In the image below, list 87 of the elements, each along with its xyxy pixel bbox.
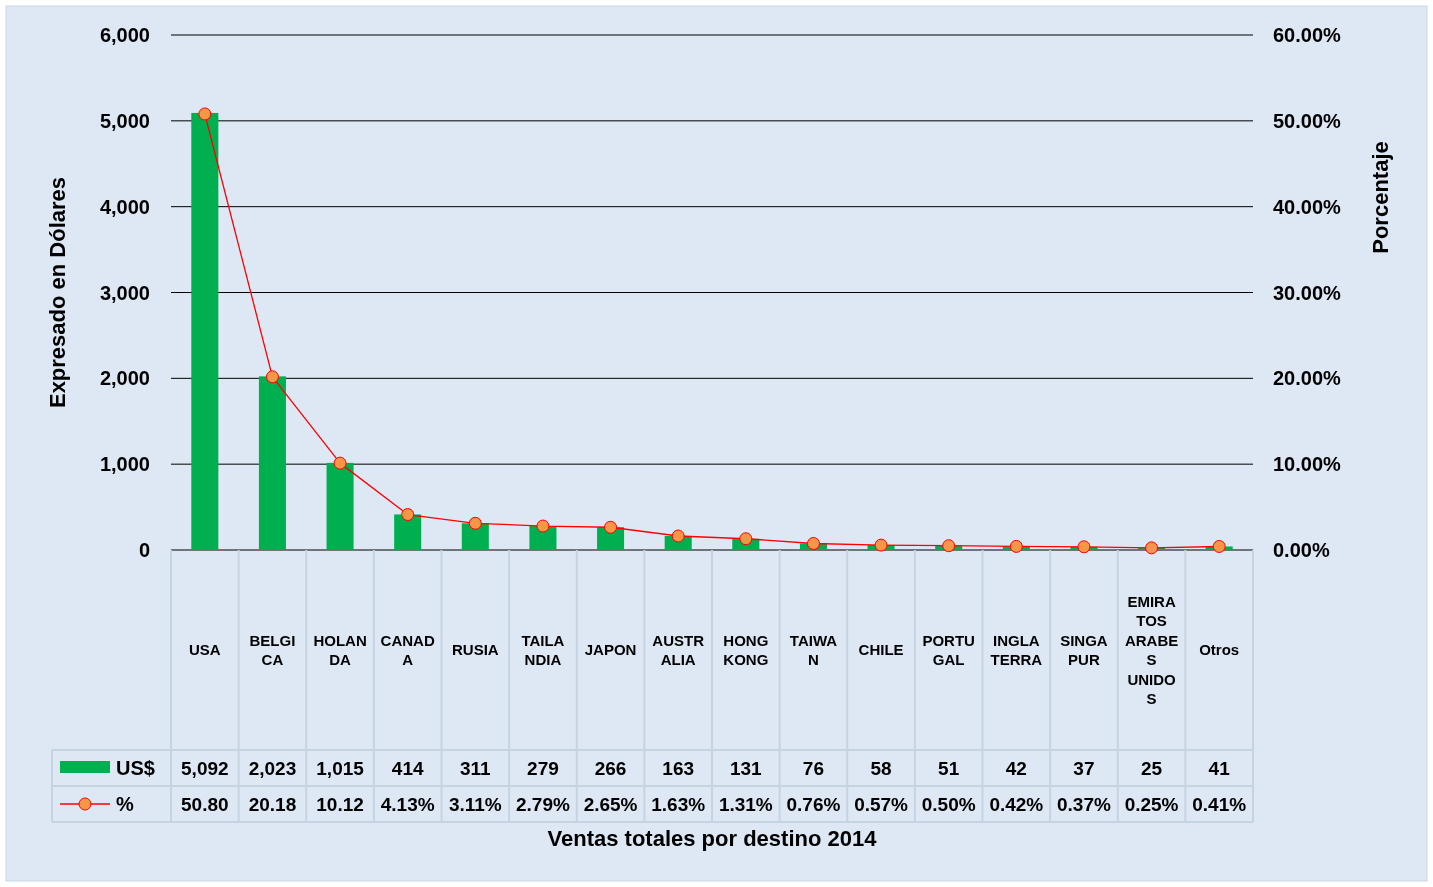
data-label: 0.76% [786, 793, 841, 815]
data-label: 311 [459, 757, 492, 779]
data-label: 2,023 [248, 757, 297, 779]
point [604, 520, 618, 534]
y-tick-label: 6,000 [99, 24, 150, 46]
data-label: 279 [527, 757, 559, 779]
point [468, 516, 482, 530]
y2-tick-label: 0.00% [1273, 539, 1330, 561]
data-label: 0.25% [1124, 793, 1179, 815]
y2-tick-label: 60.00% [1273, 24, 1342, 46]
y-tick-label: 5,000 [99, 109, 150, 132]
x-tick-label: CHILE [858, 641, 904, 659]
point [874, 538, 888, 552]
point [739, 532, 753, 546]
data-label: 1,015 [316, 757, 365, 779]
x-tick-label: PORTUGAL [922, 631, 975, 668]
legend-label: US$ [116, 757, 155, 779]
bar [191, 112, 219, 550]
y2-axis-title: Porcentaje [1368, 141, 1393, 254]
point [942, 539, 956, 553]
point [1212, 539, 1226, 553]
data-label: 25 [1140, 757, 1163, 779]
data-label: 51 [938, 757, 960, 779]
data-label: 41 [1208, 757, 1231, 779]
legend-label: % [116, 793, 134, 815]
y-axis-title: Expresado en Dólares [45, 176, 70, 409]
x-tick-label: TAILANDIA [521, 631, 565, 668]
data-label: 0.42% [989, 793, 1044, 815]
x-tick-label: INGLATERRA [990, 631, 1043, 668]
x-tick-label: SINGAPUR [1060, 631, 1108, 668]
data-label: 0.37% [1057, 793, 1111, 815]
x-tick-label: Otros [1199, 641, 1240, 659]
x-tick-label: USA [188, 641, 221, 659]
data-label: 0.41% [1192, 793, 1247, 815]
y-tick-label: 2,000 [99, 367, 150, 390]
point [265, 370, 279, 384]
data-label: 5,092 [181, 757, 229, 779]
point [333, 456, 347, 470]
text: Ventas totales por destino 2014 [547, 826, 878, 851]
data-label: 58 [870, 757, 892, 779]
y2-tick-label: 40.00% [1273, 195, 1342, 218]
y2-tick-label: 30.00% [1273, 281, 1342, 304]
point [671, 529, 685, 543]
data-label: 4.13% [380, 793, 435, 815]
point [401, 508, 415, 522]
x-tick-label: EMIRATOS ARABES UNIDOS [1124, 592, 1179, 707]
x-tick-label: JAPON [584, 641, 637, 659]
data-label: 2.79% [516, 793, 570, 815]
y2-tick-label: 50.00% [1273, 109, 1342, 132]
x-tick-label: RUSIA [451, 641, 499, 659]
data-label: 163 [662, 757, 695, 779]
data-label: 2.65% [583, 793, 638, 815]
data-label: 0.50% [921, 793, 976, 815]
point [1009, 539, 1023, 553]
y2-tick-label: 10.00% [1273, 453, 1342, 476]
data-label: 42 [1005, 757, 1027, 779]
data-label: 266 [594, 757, 627, 779]
y-tick-label: 3,000 [99, 281, 150, 304]
y2-tick-label: 20.00% [1273, 367, 1342, 390]
point [806, 536, 820, 550]
data-label: 76 [802, 757, 825, 779]
x-tick-label: AUSTRALIA [652, 631, 705, 668]
point [198, 107, 212, 121]
data-label: 1.31% [718, 793, 773, 815]
bar [326, 462, 354, 550]
data-label: 1.63% [651, 793, 706, 815]
bar [394, 514, 422, 550]
data-label: 414 [391, 757, 424, 779]
data-label: 0.57% [854, 793, 909, 815]
y-tick-label: 1,000 [99, 453, 150, 476]
data-label: 10.12 [316, 793, 364, 815]
data-label: 131 [729, 757, 763, 779]
x-tick-label: HOLANDA [313, 631, 367, 668]
x-tick-label: BELGICA [249, 631, 296, 668]
point [536, 519, 550, 533]
point [1077, 540, 1091, 554]
data-label: 3.11% [448, 793, 502, 815]
data-label: 20.18 [248, 793, 297, 815]
point [1145, 541, 1159, 555]
x-tick-label: TAIWAN [789, 631, 838, 668]
data-label: 37 [1073, 757, 1095, 779]
bar [258, 376, 286, 550]
x-tick-label: CANADA [380, 631, 435, 668]
data-label: 50.80 [181, 793, 229, 815]
x-tick-label: HONG KONG [723, 631, 769, 668]
y-tick-label: 4,000 [99, 195, 150, 218]
y-tick-label: 0 [138, 539, 150, 561]
